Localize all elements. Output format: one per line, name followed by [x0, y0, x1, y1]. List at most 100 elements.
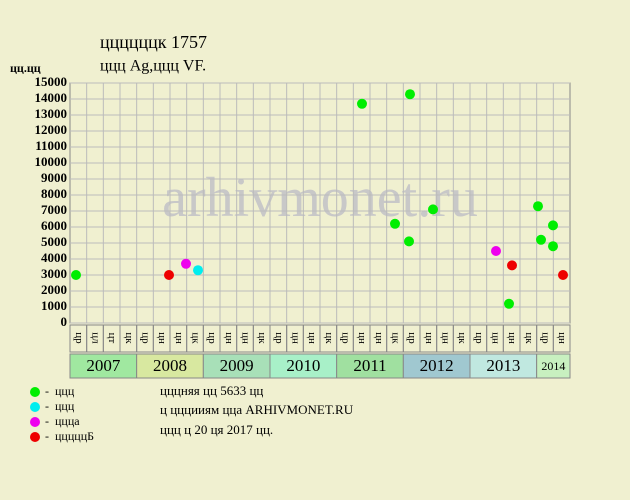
data-point: [428, 204, 438, 215]
data-point: [390, 218, 400, 229]
legend-dash: -: [45, 414, 49, 428]
legend-label: цццццБ: [55, 429, 94, 443]
quarter-label: цн: [506, 332, 518, 344]
y-tick-label: 11000: [35, 138, 67, 153]
legend-marker: [30, 417, 40, 427]
data-point: [504, 298, 514, 309]
note: цццняя цц 5633 цц: [160, 383, 263, 398]
data-point: [536, 234, 546, 245]
quarter-label: цк: [323, 332, 335, 344]
legend-label: ццц: [55, 384, 75, 398]
data-point: [71, 270, 81, 280]
data-point: [548, 220, 558, 231]
y-tick-label: 14000: [35, 90, 68, 105]
quarter-label: цт: [106, 333, 118, 344]
y-tick-label: 0: [61, 314, 68, 329]
y-tick-label: 1000: [41, 298, 67, 313]
y-tick-label: 6000: [41, 218, 67, 233]
quarter-label: цк: [189, 332, 201, 344]
legend-marker: [30, 432, 40, 442]
year-label: 2008: [153, 356, 187, 375]
quarter-label: цк: [456, 332, 468, 344]
note: ццц ц 20 ця 2017 цц.: [160, 422, 273, 437]
legend-label: ццц: [55, 399, 75, 413]
note: ц цццииям цца ARHIVMONET.RU: [160, 402, 354, 417]
y-tick-label: 9000: [41, 170, 67, 185]
quarter-label: цн: [356, 332, 368, 344]
quarter-label: цн: [439, 332, 451, 344]
data-point: [548, 241, 558, 252]
quarter-label: цк: [523, 332, 535, 344]
y-tick-label: 2000: [41, 282, 67, 297]
quarter-label: цк: [123, 332, 135, 344]
year-label: 2013: [486, 356, 520, 375]
data-point: [507, 260, 517, 271]
data-point: [164, 270, 174, 280]
quarter-label: цр: [539, 332, 551, 344]
quarter-label: цр: [206, 332, 218, 344]
legend-dash: -: [45, 384, 49, 398]
year-band: [269, 353, 338, 379]
quarter-label: цк: [256, 332, 268, 344]
data-point: [533, 201, 543, 212]
year-band: [536, 353, 571, 379]
quarter-label: цр: [339, 332, 351, 344]
y-tick-label: 7000: [41, 202, 67, 217]
year-label: 2010: [286, 356, 320, 375]
data-point: [181, 258, 191, 269]
quarter-label: цр: [73, 332, 85, 344]
quarter-label: цн: [306, 332, 318, 344]
chart-subtitle: ццц Ag,ццц VF.: [100, 58, 206, 75]
y-tick-label: 12000: [35, 122, 68, 137]
quarter-label: цр: [273, 332, 285, 344]
legend-marker: [30, 402, 40, 412]
legend-marker: [30, 387, 40, 397]
year-label: 2007: [86, 356, 121, 375]
data-point: [193, 265, 203, 276]
data-point: [558, 270, 568, 280]
quarter-label: цн: [223, 332, 235, 344]
quarter-label: цр: [473, 332, 485, 344]
year-label: 2014: [541, 359, 565, 373]
quarter-label: цк: [389, 332, 401, 344]
quarter-label: цн: [239, 332, 251, 344]
data-point: [405, 89, 415, 100]
y-tick-label: 4000: [41, 250, 67, 265]
data-point: [357, 98, 367, 109]
quarter-label: цр: [406, 332, 418, 344]
quarter-label: цн: [373, 332, 385, 344]
year-band: [202, 353, 271, 379]
year-band: [136, 353, 204, 379]
y-axis-label: цц.цц: [10, 61, 41, 75]
quarter-cell: [552, 324, 571, 353]
quarter-label: цн: [156, 332, 168, 344]
y-tick-label: 13000: [35, 106, 68, 121]
quarter-label: цн: [289, 332, 301, 344]
chart-title: ццццццк 1757: [100, 32, 207, 52]
legend-label: ццца: [55, 414, 80, 428]
quarter-label: цл: [89, 332, 101, 344]
year-label: 2011: [353, 356, 386, 375]
quarter-label: цр: [139, 332, 151, 344]
year-band: [402, 353, 471, 379]
year-label: 2012: [420, 356, 454, 375]
data-point: [491, 246, 501, 256]
year-band: [469, 353, 538, 379]
y-tick-label: 3000: [41, 266, 67, 281]
quarter-label: цн: [489, 332, 501, 344]
quarter-label: цн: [423, 332, 435, 344]
quarter-label: цн: [556, 332, 568, 344]
year-band: [336, 353, 404, 379]
legend-dash: -: [45, 399, 49, 413]
year-band: [69, 353, 138, 379]
y-tick-label: 8000: [41, 186, 67, 201]
y-tick-label: 5000: [41, 234, 67, 249]
legend-dash: -: [45, 429, 49, 443]
data-point: [404, 236, 414, 247]
year-label: 2009: [220, 356, 254, 375]
y-tick-label: 10000: [35, 154, 68, 169]
y-tick-label: 15000: [35, 74, 68, 89]
quarter-label: цн: [173, 332, 185, 344]
